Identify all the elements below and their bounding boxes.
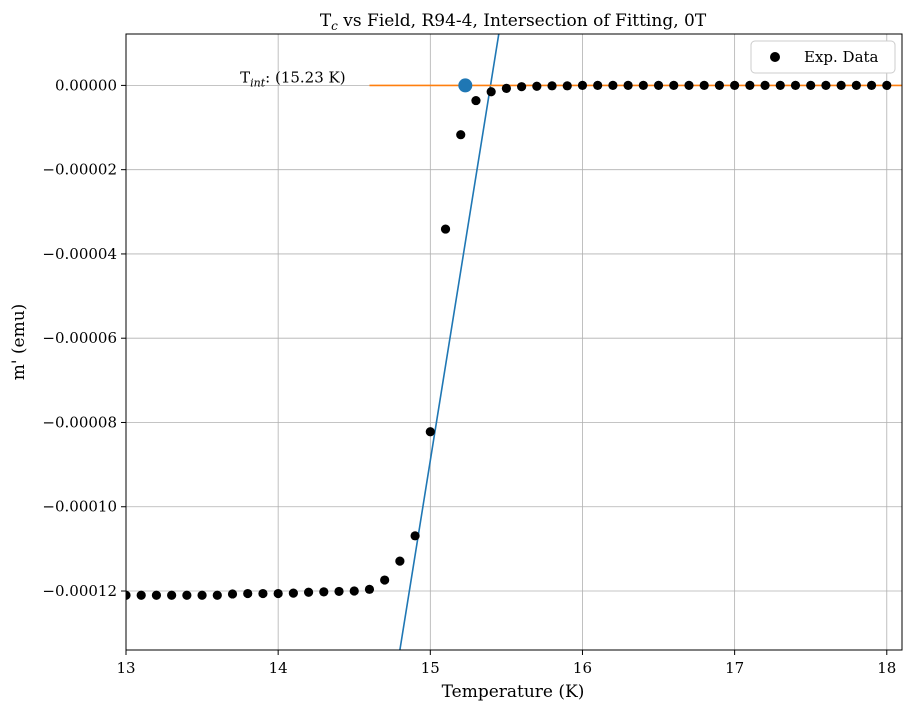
data-point xyxy=(501,83,511,93)
grid xyxy=(125,34,902,650)
legend: Exp. Data xyxy=(750,40,896,74)
data-point xyxy=(882,80,892,91)
data-point xyxy=(151,590,162,600)
y-tick-label: −0.00004 xyxy=(42,245,117,263)
data-point xyxy=(136,590,146,600)
x-axis: 13 14 15 16 17 18 xyxy=(116,650,896,677)
data-point xyxy=(760,80,770,91)
data-point xyxy=(167,590,177,600)
legend-marker xyxy=(770,52,780,62)
data-point xyxy=(303,587,314,597)
y-tick-label: 0.00000 xyxy=(55,76,117,94)
y-tick-label: −0.00008 xyxy=(42,413,117,431)
data-point xyxy=(349,586,359,596)
x-tick-label: 18 xyxy=(877,659,896,677)
data-point xyxy=(364,584,375,594)
y-axis-label: m' (emu) xyxy=(9,304,29,381)
data-point xyxy=(395,556,405,566)
x-tick-label: 13 xyxy=(116,659,135,677)
plot-frame xyxy=(125,33,903,651)
title-rest: vs Field, R94-4, Intersection of Fitting… xyxy=(338,11,707,31)
data-point xyxy=(456,130,466,140)
data-point xyxy=(714,80,725,91)
y-axis: 0.00000 −0.00002 −0.00004 −0.00006 −0.00008 −… xyxy=(42,76,126,600)
data-point xyxy=(866,80,877,91)
data-point xyxy=(699,80,709,91)
data-point xyxy=(425,427,435,437)
data-point xyxy=(806,80,816,91)
data-point xyxy=(745,80,755,91)
data-point xyxy=(669,80,679,91)
data-point xyxy=(684,80,694,91)
x-tick-label: 17 xyxy=(725,659,744,677)
chart-title: Tc vs Field, R94-4, Intersection of Fitt… xyxy=(320,11,707,33)
data-point xyxy=(836,80,846,91)
data-point xyxy=(775,80,785,91)
data-point xyxy=(638,80,648,91)
x-tick-label: 16 xyxy=(573,659,592,677)
title-main: T xyxy=(320,11,332,31)
annotation-prefix: T xyxy=(240,68,250,86)
y-tick-label: −0.00006 xyxy=(42,329,117,347)
y-tick-label: −0.00010 xyxy=(42,498,117,516)
y-tick-label: −0.00012 xyxy=(42,582,117,600)
data-point xyxy=(273,588,283,599)
data-point xyxy=(319,587,329,597)
annotation-suffix: : (15.23 K) xyxy=(265,68,345,86)
data-point xyxy=(212,590,222,600)
data-point xyxy=(227,589,238,599)
data-point xyxy=(623,80,633,91)
annotation-subscript: int xyxy=(250,76,266,89)
legend-label: Exp. Data xyxy=(804,48,879,66)
intersection-marker xyxy=(458,78,473,93)
data-point xyxy=(182,590,192,600)
data-points xyxy=(126,80,892,600)
data-point xyxy=(821,80,831,91)
data-point xyxy=(197,590,207,600)
y-tick-label: −0.00002 xyxy=(42,161,117,179)
data-point xyxy=(334,586,344,597)
intersection-annotation: Tint: (15.23 K) xyxy=(240,68,346,89)
x-tick-label: 14 xyxy=(269,659,288,677)
data-point xyxy=(440,224,451,234)
data-point xyxy=(608,80,618,91)
title-subscript: c xyxy=(331,19,338,33)
data-point xyxy=(532,81,542,91)
data-point xyxy=(593,80,603,91)
data-point xyxy=(851,80,861,91)
data-point xyxy=(486,87,496,97)
data-point xyxy=(126,590,131,600)
data-point xyxy=(730,80,740,91)
data-point xyxy=(517,82,527,92)
data-point xyxy=(790,80,801,91)
intersection-marker-group xyxy=(458,78,473,93)
data-point xyxy=(410,531,420,541)
data-point xyxy=(471,95,481,106)
data-point xyxy=(243,588,253,599)
data-point xyxy=(258,588,268,599)
data-point xyxy=(577,80,588,91)
data-point xyxy=(380,575,390,585)
x-tick-label: 15 xyxy=(421,659,440,677)
legend-box xyxy=(750,40,896,74)
data-point xyxy=(653,80,664,91)
linear-fit-line xyxy=(399,34,500,650)
data-point xyxy=(288,588,298,598)
x-axis-label: Temperature (K) xyxy=(442,682,585,702)
data-point xyxy=(547,81,557,91)
data-point xyxy=(562,81,572,91)
